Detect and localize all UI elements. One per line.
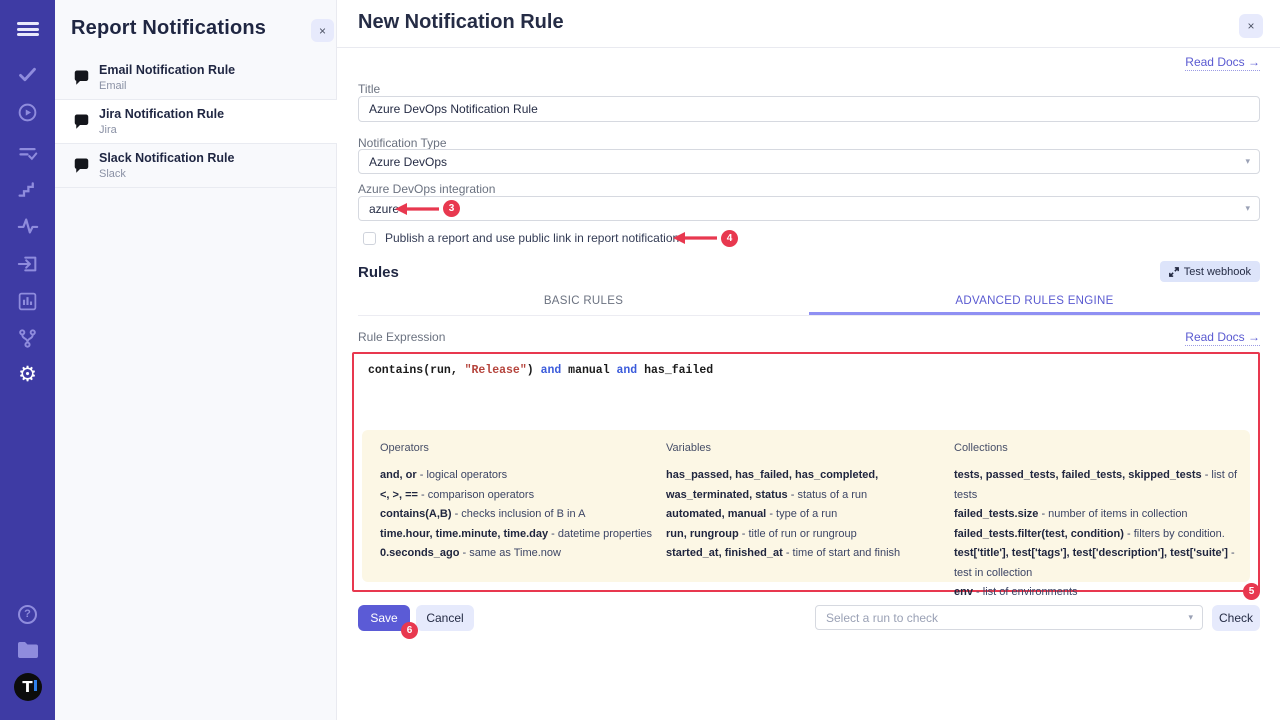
help-icon[interactable]: ? — [0, 601, 55, 627]
panel-close-button[interactable]: × — [311, 19, 334, 42]
integration-label: Azure DevOps integration — [358, 182, 496, 196]
reports-chart-icon[interactable] — [0, 288, 55, 314]
check-button[interactable]: Check — [1212, 605, 1260, 631]
help-item: has_passed, has_failed, has_completed, w… — [666, 469, 879, 501]
list-item-email-rule[interactable]: Email Notification Rule Email — [55, 56, 337, 100]
rule-title: Slack Notification Rule — [99, 151, 235, 165]
page-title: New Notification Rule — [358, 11, 564, 33]
notification-rule-list: Email Notification Rule Email Jira Notif… — [55, 56, 337, 188]
help-item: run, rungroup - title of run or rungroup — [666, 527, 857, 540]
annotation-badge-5: 5 — [1243, 583, 1260, 600]
close-icon: × — [1247, 19, 1255, 33]
rule-title: Jira Notification Rule — [99, 107, 225, 121]
avatar[interactable]: T — [0, 672, 55, 702]
panel-title: Report Notifications — [71, 17, 267, 39]
rule-expression-label: Rule Expression — [358, 330, 446, 344]
annotation-badge-4: 4 — [721, 230, 738, 247]
form-close-button[interactable]: × — [1239, 14, 1263, 38]
help-item: and, or - logical operators — [380, 469, 508, 481]
list-item-slack-rule[interactable]: Slack Notification Rule Slack — [55, 144, 337, 188]
rules-heading: Rules — [358, 264, 399, 281]
help-item: contains(A,B) - checks inclusion of B in… — [380, 508, 586, 520]
new-notification-rule-form: New Notification Rule × Read Docs → Titl… — [337, 0, 1280, 720]
menu-icon[interactable] — [0, 16, 55, 42]
help-item: 0.seconds_ago - same as Time.now — [380, 547, 561, 559]
icon-sidebar: ⚙ ? T — [0, 0, 55, 720]
help-item: time.hour, time.minute, time.day - datet… — [380, 527, 653, 540]
chat-bubble-icon — [72, 157, 91, 180]
chat-bubble-icon — [72, 113, 91, 136]
help-item: test['title'], test['tags'], test['descr… — [954, 547, 1235, 579]
tab-basic-rules[interactable]: BASIC RULES — [543, 295, 624, 307]
expression-help-panel: Operators and, or - logical operators <,… — [362, 430, 1250, 598]
help-item: <, >, == - comparison operators — [380, 488, 535, 501]
annotation-badge-6: 6 — [401, 622, 418, 639]
rule-title: Email Notification Rule — [99, 63, 236, 77]
run-to-check-select[interactable]: Select a run to check ▾ — [815, 605, 1203, 630]
annotation-badge-3: 3 — [443, 200, 460, 217]
integration-select[interactable]: azure ▾ — [358, 196, 1260, 221]
publish-report-row: Publish a report and use public link in … — [363, 231, 679, 245]
cancel-button[interactable]: Cancel — [416, 605, 474, 631]
variables-column: Variables has_passed, has_failed, has_co… — [666, 442, 954, 564]
help-item: tests, passed_tests, failed_tests, skipp… — [954, 469, 1238, 501]
title-label: Title — [358, 82, 381, 96]
milestones-steps-icon[interactable] — [0, 176, 55, 202]
chat-bubble-icon — [72, 69, 91, 92]
rule-subtitle: Email — [99, 80, 127, 92]
rules-tabs: BASIC RULES ADVANCED RULES ENGINE — [358, 290, 1260, 316]
title-input[interactable] — [358, 96, 1260, 122]
report-notifications-panel: Report Notifications × Email Notificatio… — [55, 0, 337, 720]
rule-subtitle: Slack — [99, 168, 126, 180]
tests-check-icon[interactable] — [0, 61, 55, 87]
form-header: New Notification Rule — [337, 0, 1280, 48]
rule-subtitle: Jira — [99, 124, 117, 136]
help-item: started_at, finished_at - time of start … — [666, 547, 901, 559]
operators-column: Operators and, or - logical operators <,… — [380, 442, 666, 564]
annotation-arrow-4 — [673, 232, 717, 244]
annotation-arrow-3 — [395, 203, 439, 215]
tab-advanced-rules-engine[interactable]: ADVANCED RULES ENGINE — [809, 290, 1260, 315]
list-item-jira-rule[interactable]: Jira Notification Rule Jira — [55, 100, 337, 144]
publish-report-label: Publish a report and use public link in … — [385, 231, 680, 245]
help-item: failed_tests.size - number of items in c… — [954, 508, 1188, 520]
read-docs-link-2[interactable]: Read Docs → — [1185, 330, 1260, 346]
branches-icon[interactable] — [0, 325, 55, 351]
runs-play-icon[interactable] — [0, 99, 55, 125]
help-item: automated, manual - type of a run — [666, 508, 838, 520]
chevron-down-icon: ▾ — [1245, 156, 1250, 166]
rule-expression-code[interactable]: contains(run, "Release") and manual and … — [368, 364, 714, 377]
test-plans-icon[interactable] — [0, 140, 55, 166]
help-item: failed_tests.filter(test, condition) - f… — [954, 527, 1225, 540]
publish-report-checkbox[interactable] — [363, 231, 376, 245]
help-item: env - list of environments — [954, 586, 1078, 598]
notification-type-select[interactable]: Azure DevOps ▾ — [358, 149, 1260, 174]
read-docs-link[interactable]: Read Docs → — [1185, 55, 1260, 71]
settings-gear-icon[interactable]: ⚙ — [18, 362, 37, 386]
close-icon: × — [318, 23, 326, 38]
notification-type-label: Notification Type — [358, 136, 447, 150]
expand-arrows-icon — [1168, 266, 1179, 277]
test-webhook-button[interactable]: Test webhook — [1159, 261, 1260, 282]
form-footer: Save Cancel Select a run to check ▾ Chec… — [337, 605, 1280, 631]
rule-expression-editor-highlight: contains(run, "Release") and manual and … — [352, 352, 1260, 598]
analytics-pulse-icon[interactable] — [0, 213, 55, 239]
collections-column: Collections tests, passed_tests, failed_… — [954, 442, 1246, 603]
import-icon[interactable] — [0, 251, 55, 277]
projects-folder-icon[interactable] — [0, 637, 55, 663]
chevron-down-icon: ▾ — [1188, 612, 1193, 622]
chevron-down-icon: ▾ — [1245, 203, 1250, 213]
